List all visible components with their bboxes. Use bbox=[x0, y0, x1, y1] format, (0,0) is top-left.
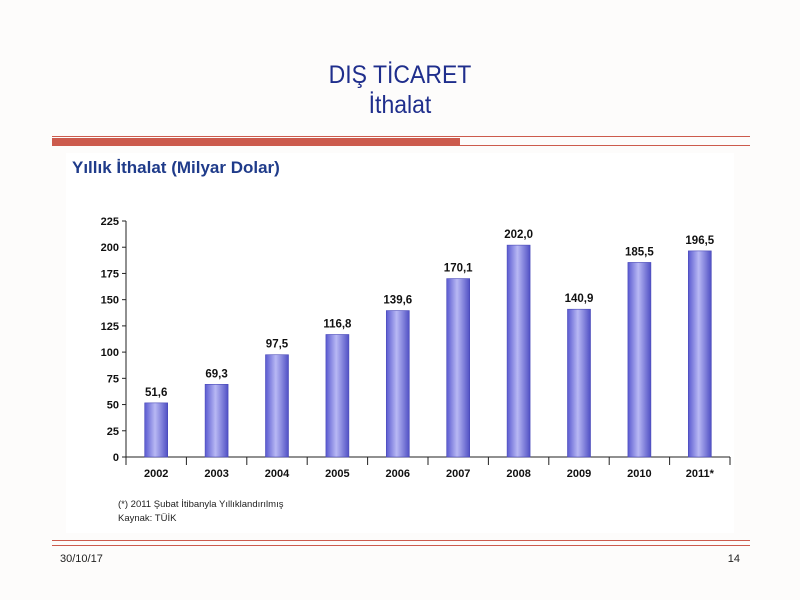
bar bbox=[204, 384, 229, 458]
x-tick-label: 2005 bbox=[325, 468, 349, 480]
bar bbox=[506, 244, 531, 458]
slide-title-line2: İthalat bbox=[368, 91, 432, 119]
x-tick-label: 2007 bbox=[446, 468, 470, 480]
header-divider-thick bbox=[52, 138, 460, 146]
bar bbox=[325, 334, 350, 458]
y-tick-label: 225 bbox=[101, 216, 119, 228]
data-label: 185,5 bbox=[625, 246, 654, 258]
x-tick-label: 2008 bbox=[506, 468, 530, 480]
y-tick-label: 100 bbox=[101, 347, 119, 359]
chart-title: Yıllık İthalat (Milyar Dolar) bbox=[72, 158, 280, 177]
y-tick-label: 75 bbox=[107, 373, 119, 385]
bar bbox=[567, 308, 591, 458]
chart-source: Kaynak: TÜİK bbox=[118, 513, 177, 524]
y-tick-label: 0 bbox=[113, 452, 119, 464]
x-tick-label: 2009 bbox=[567, 468, 591, 480]
y-tick-label: 175 bbox=[101, 268, 119, 280]
footer-divider-1 bbox=[52, 540, 750, 541]
x-tick-label: 2004 bbox=[265, 468, 290, 480]
x-tick-label: 2002 bbox=[144, 468, 168, 480]
y-tick-label: 25 bbox=[107, 426, 119, 438]
data-label: 170,1 bbox=[444, 263, 473, 275]
data-label: 116,8 bbox=[323, 318, 352, 330]
footer-date: 30/10/17 bbox=[60, 553, 103, 565]
data-label: 139,6 bbox=[383, 295, 412, 307]
bar-layer: 51,6 69,3 97,5 116,8 139,6 170,1 202,0 140,9 185… bbox=[144, 229, 715, 458]
bar bbox=[144, 402, 168, 458]
data-label: 202,0 bbox=[504, 229, 533, 241]
y-tick-label: 125 bbox=[101, 321, 119, 333]
bar bbox=[446, 278, 471, 458]
bar-chart: Yıllık İthalat (Milyar Dolar) 0 25 50 75 100… bbox=[72, 158, 731, 524]
slide-title-line1: DIŞ TİCARET bbox=[328, 61, 472, 89]
data-label: 69,3 bbox=[205, 368, 227, 380]
y-tick-label: 200 bbox=[101, 242, 119, 254]
bar bbox=[265, 354, 289, 458]
bar bbox=[627, 262, 652, 458]
footer-divider-2 bbox=[52, 545, 750, 546]
slide-title: DIŞ TİCARET İthalat bbox=[32, 60, 768, 120]
data-label: 196,5 bbox=[685, 235, 714, 247]
chart-footnote: (*) 2011 Şubat İtibanyla Yıllıklandırılm… bbox=[118, 499, 284, 510]
bar bbox=[385, 310, 410, 458]
header-divider-thin bbox=[52, 136, 750, 137]
bar bbox=[687, 250, 712, 458]
y-tick-label: 150 bbox=[101, 295, 119, 307]
chart-panel: Yıllık İthalat (Milyar Dolar) 0 25 50 75 100… bbox=[66, 153, 734, 533]
header-divider-right bbox=[460, 145, 750, 146]
x-tick-label: 2010 bbox=[627, 468, 651, 480]
data-label: 97,5 bbox=[266, 339, 289, 351]
x-tick-label: 2003 bbox=[204, 468, 228, 480]
axis-layer: 0 25 50 75 100 125 150 175 200 225 2002 2003 2004 200… bbox=[101, 216, 731, 480]
data-label: 140,9 bbox=[565, 293, 594, 305]
y-tick-label: 50 bbox=[107, 400, 119, 412]
x-tick-label: 2006 bbox=[386, 468, 410, 480]
page-number: 14 bbox=[727, 553, 740, 565]
data-label: 51,6 bbox=[145, 387, 167, 399]
x-tick-label: 2011* bbox=[686, 468, 715, 480]
